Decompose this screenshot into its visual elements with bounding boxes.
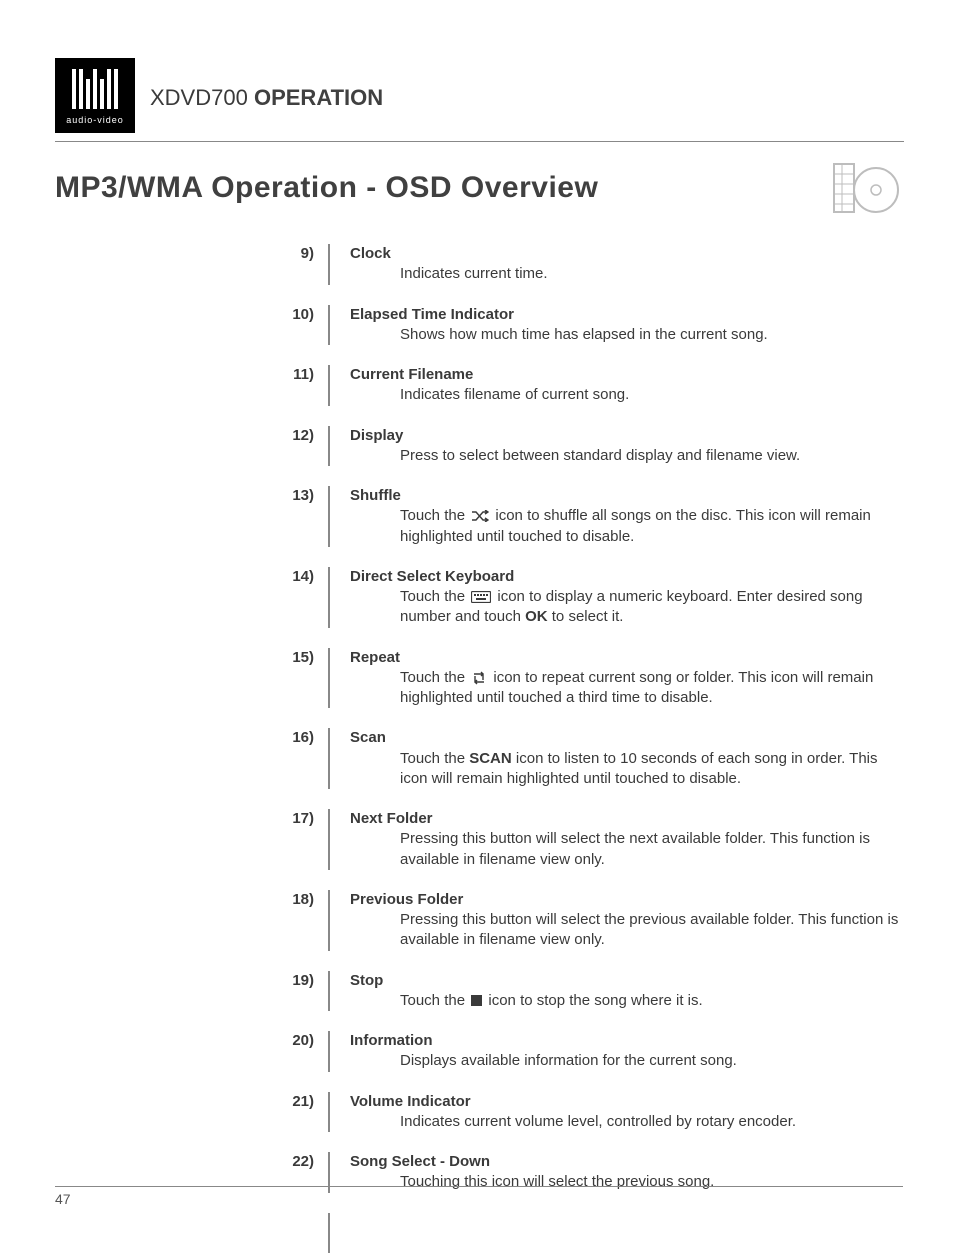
item-title: Current Filename (350, 365, 904, 385)
logo-subtext: audio-video (66, 115, 124, 125)
item-definition: ClockIndicates current time. (330, 244, 904, 285)
page-number: 47 (55, 1186, 903, 1207)
list-item: 11)Current FilenameIndicates filename of… (220, 365, 904, 406)
repeat-icon (471, 671, 487, 685)
list-item: 17)Next FolderPressing this button will … (220, 809, 904, 870)
shuffle-icon (471, 510, 489, 522)
item-number: 15) (220, 648, 330, 709)
header-title: XDVD700 OPERATION (150, 85, 383, 133)
list-item: 16)ScanTouch the SCAN icon to listen to … (220, 728, 904, 789)
item-description: Shows how much time has elapsed in the c… (350, 325, 904, 345)
item-definition: Previous FolderPressing this button will… (330, 890, 904, 951)
item-description: Indicates current volume level, controll… (350, 1112, 904, 1132)
logo-bars-icon (72, 67, 118, 109)
list-item: 13)ShuffleTouch the icon to shuffle all … (220, 486, 904, 547)
header-divider (55, 141, 904, 142)
item-description: Touch the SCAN icon to listen to 10 seco… (350, 749, 904, 790)
item-title: Direct Select Keyboard (350, 567, 904, 587)
item-title: Volume Indicator (350, 1092, 904, 1112)
manual-page: audio-video XDVD700 OPERATION MP3/WMA Op… (0, 0, 954, 1235)
bold-term: SCAN (469, 750, 512, 767)
item-description: Indicates filename of current song. (350, 385, 904, 405)
item-description: Pressing this button will select the nex… (350, 829, 904, 870)
bold-term: OK (525, 608, 548, 625)
list-item: 20)InformationDisplays available informa… (220, 1031, 904, 1072)
list-item: 15)RepeatTouch the icon to repeat curren… (220, 648, 904, 709)
list-item: 10)Elapsed Time IndicatorShows how much … (220, 305, 904, 346)
item-definition: InformationDisplays available informatio… (330, 1031, 904, 1072)
item-definition: ScanTouch the SCAN icon to listen to 10 … (330, 728, 904, 789)
item-title: Song Select - Down (350, 1152, 904, 1172)
item-description: Indicates current time. (350, 264, 904, 284)
item-number: 16) (220, 728, 330, 789)
list-item: 19)StopTouch the icon to stop the song w… (220, 971, 904, 1012)
item-description: Touch the icon to shuffle all songs on t… (350, 506, 904, 547)
item-title: Stop (350, 971, 904, 991)
item-description: Pressing this button will select the pre… (350, 910, 904, 951)
section-name: OPERATION (254, 85, 383, 110)
item-title: Scan (350, 728, 904, 748)
item-number: 14) (220, 567, 330, 628)
item-definition: Volume IndicatorIndicates current volume… (330, 1092, 904, 1133)
list-item: 18)Previous FolderPressing this button w… (220, 890, 904, 951)
item-description: Touch the icon to repeat current song or… (350, 668, 904, 709)
item-definition: RepeatTouch the icon to repeat current s… (330, 648, 904, 709)
item-number: 10) (220, 305, 330, 346)
item-definition: Next FolderPressing this button will sel… (330, 809, 904, 870)
dvd-film-icon (832, 160, 904, 216)
item-definition: Direct Select KeyboardTouch the icon to … (330, 567, 904, 628)
item-description: Press to select between standard display… (350, 446, 904, 466)
item-title: Display (350, 426, 904, 446)
page-subtitle: MP3/WMA Operation - OSD Overview (55, 171, 598, 205)
dual-logo: audio-video (55, 58, 135, 133)
keyboard-icon (471, 591, 491, 603)
stop-icon (471, 995, 482, 1006)
list-item: 21)Volume IndicatorIndicates current vol… (220, 1092, 904, 1133)
item-number: 12) (220, 426, 330, 467)
item-number: 13) (220, 486, 330, 547)
item-title: Previous Folder (350, 890, 904, 910)
item-description: Touch the icon to stop the song where it… (350, 991, 904, 1011)
subtitle-row: MP3/WMA Operation - OSD Overview (55, 160, 904, 216)
header: audio-video XDVD700 OPERATION (55, 58, 904, 133)
item-description: Touch the icon to display a numeric keyb… (350, 587, 904, 628)
list-item: 12)DisplayPress to select between standa… (220, 426, 904, 467)
item-number: 9) (220, 244, 330, 285)
item-number: 21) (220, 1092, 330, 1133)
item-definition: Current FilenameIndicates filename of cu… (330, 365, 904, 406)
item-title: Clock (350, 244, 904, 264)
item-title: Shuffle (350, 486, 904, 506)
item-title: Information (350, 1031, 904, 1051)
item-number: 11) (220, 365, 330, 406)
item-number: 17) (220, 809, 330, 870)
list-item: 14)Direct Select KeyboardTouch the icon … (220, 567, 904, 628)
item-definition: ShuffleTouch the icon to shuffle all son… (330, 486, 904, 547)
item-description: Displays available information for the c… (350, 1051, 904, 1071)
item-definition: Elapsed Time IndicatorShows how much tim… (330, 305, 904, 346)
list-tail (220, 1213, 904, 1253)
item-number: 20) (220, 1031, 330, 1072)
list-item: 9)ClockIndicates current time. (220, 244, 904, 285)
definition-list: 9)ClockIndicates current time.10)Elapsed… (220, 244, 904, 1253)
item-definition: DisplayPress to select between standard … (330, 426, 904, 467)
item-title: Elapsed Time Indicator (350, 305, 904, 325)
item-title: Repeat (350, 648, 904, 668)
item-number: 18) (220, 890, 330, 951)
item-number: 19) (220, 971, 330, 1012)
model-number: XDVD700 (150, 85, 248, 110)
item-title: Next Folder (350, 809, 904, 829)
item-definition: StopTouch the icon to stop the song wher… (330, 971, 904, 1012)
